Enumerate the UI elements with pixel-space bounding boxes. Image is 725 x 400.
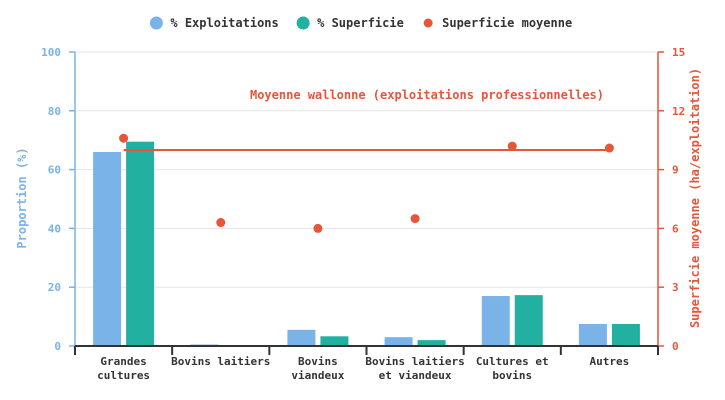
scatter-point — [216, 218, 226, 228]
x-tick-label: viandeux — [291, 369, 344, 382]
right-tick-label: 3 — [672, 281, 679, 294]
x-tick-label: Bovins laitiers — [365, 355, 464, 368]
legend-label: % Superficie — [317, 16, 404, 30]
bar — [93, 151, 122, 346]
x-tick-label: Bovins laitiers — [171, 355, 270, 368]
legend-label: % Exploitations — [170, 16, 278, 30]
right-tick-label: 6 — [672, 222, 679, 235]
x-tick-label: Cultures et — [476, 355, 549, 368]
right-tick-label: 0 — [672, 340, 679, 353]
bars — [93, 141, 640, 346]
bar — [320, 336, 349, 346]
x-tick-label: Bovins — [298, 355, 338, 368]
legend: % Exploitations % Superficie Superficie mo… — [149, 16, 572, 30]
bar — [126, 141, 155, 346]
scatter-point — [507, 141, 517, 151]
scatter-point — [119, 133, 129, 143]
left-tick-label: 40 — [48, 222, 61, 235]
right-tick-label: 12 — [672, 105, 685, 118]
x-tick-label: Grandes — [100, 355, 146, 368]
left-tick-label: 0 — [54, 340, 61, 353]
scatter-point — [313, 223, 323, 233]
left-tick-label: 20 — [48, 281, 61, 294]
legend-marker — [149, 16, 163, 30]
right-tick-label: 15 — [672, 46, 685, 59]
y-axis-title-right: Superficie moyenne (ha/exploitation) — [688, 68, 702, 328]
bar — [384, 337, 413, 346]
legend-marker — [423, 18, 433, 28]
left-tick-label: 60 — [48, 164, 61, 177]
legend-marker — [296, 16, 310, 30]
x-tick-label: bovins — [492, 369, 532, 382]
bar — [514, 295, 543, 346]
scatter-point — [604, 143, 614, 153]
legend-label: Superficie moyenne — [442, 16, 572, 30]
gridlines — [75, 51, 658, 288]
bar — [481, 296, 510, 346]
x-tick-label: et viandeux — [379, 369, 452, 382]
bar — [611, 323, 640, 346]
left-tick-label: 100 — [41, 46, 61, 59]
bar — [287, 329, 316, 346]
reference-line-annotation: Moyenne wallonne (exploitations professi… — [250, 88, 604, 102]
y-axis-title-left: Proportion (%) — [15, 147, 29, 248]
x-tick-label: Autres — [590, 355, 630, 368]
left-tick-label: 80 — [48, 105, 61, 118]
x-tick-label: cultures — [97, 369, 150, 382]
scatter-point — [410, 214, 420, 224]
bar — [417, 340, 446, 346]
scatter-points — [119, 133, 614, 233]
right-tick-label: 9 — [672, 164, 679, 177]
bar — [578, 323, 607, 346]
